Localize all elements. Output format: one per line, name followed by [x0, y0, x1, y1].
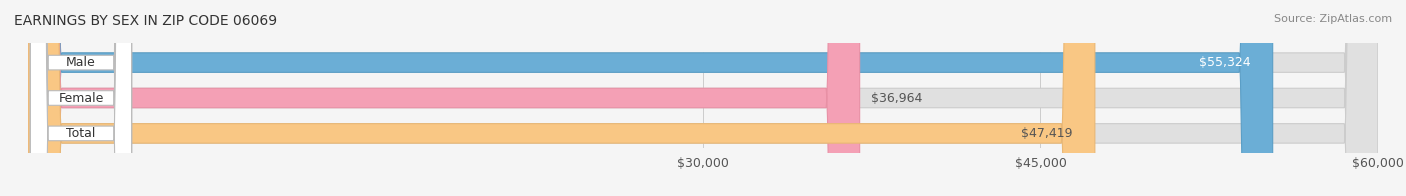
FancyBboxPatch shape — [31, 0, 132, 196]
FancyBboxPatch shape — [28, 0, 1378, 196]
Text: $55,324: $55,324 — [1198, 56, 1250, 69]
FancyBboxPatch shape — [31, 0, 132, 196]
Text: $36,964: $36,964 — [870, 92, 922, 104]
FancyBboxPatch shape — [28, 0, 1095, 196]
FancyBboxPatch shape — [28, 0, 1378, 196]
Text: Female: Female — [58, 92, 104, 104]
FancyBboxPatch shape — [28, 0, 859, 196]
FancyBboxPatch shape — [28, 0, 1272, 196]
Text: Male: Male — [66, 56, 96, 69]
Text: EARNINGS BY SEX IN ZIP CODE 06069: EARNINGS BY SEX IN ZIP CODE 06069 — [14, 14, 277, 28]
FancyBboxPatch shape — [28, 0, 1378, 196]
Text: Source: ZipAtlas.com: Source: ZipAtlas.com — [1274, 14, 1392, 24]
Text: Total: Total — [66, 127, 96, 140]
FancyBboxPatch shape — [31, 0, 132, 196]
Text: $47,419: $47,419 — [1021, 127, 1073, 140]
